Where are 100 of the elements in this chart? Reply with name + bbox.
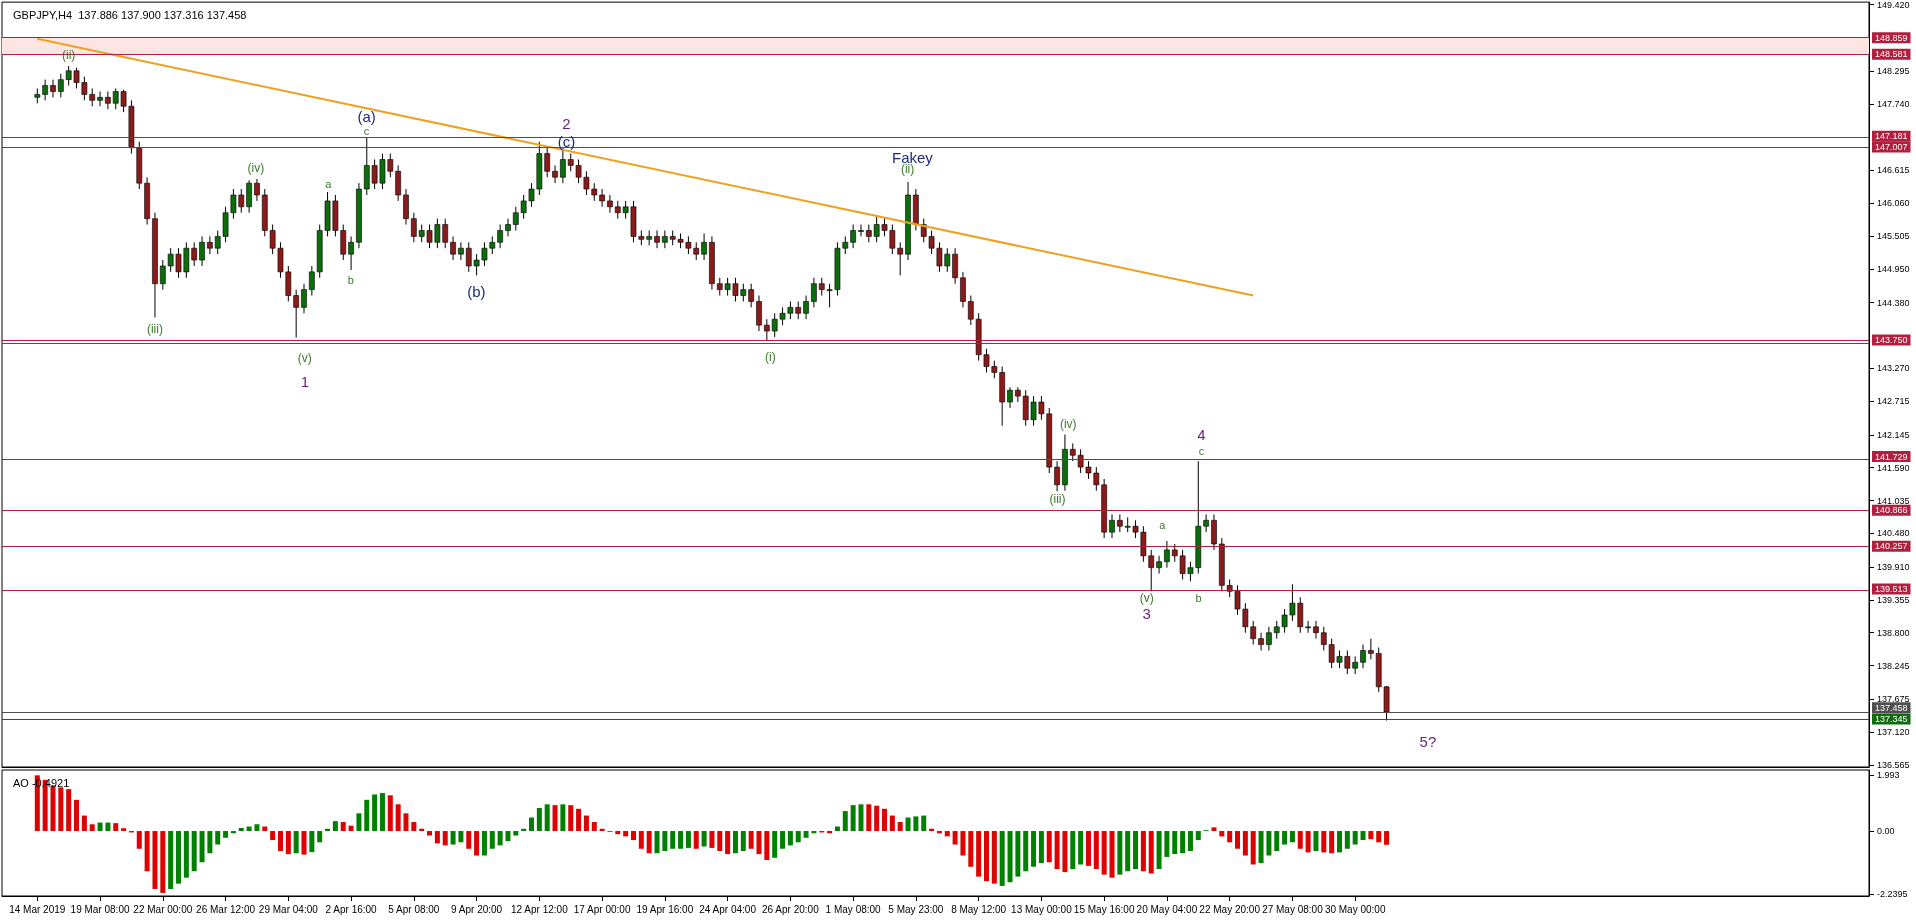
bar [113,823,119,832]
bar [866,804,872,832]
bar [693,831,699,849]
annotation: 4 [1197,425,1206,443]
bar [152,831,158,889]
bar [732,831,738,854]
y-tick-label: 138.245 [1877,660,1910,671]
bar [599,828,605,832]
bar [1211,827,1217,832]
y-tick-label: 142.145 [1877,429,1910,440]
bar [1156,831,1162,869]
x-tick-label: 17 Apr 00:00 [573,903,631,915]
candlestick [1266,626,1272,651]
bar [1321,831,1327,853]
ref-line-label: 141.729 [1875,451,1908,462]
bar [136,831,142,849]
bar [701,831,707,847]
bar [521,828,527,832]
bar [1242,831,1248,856]
bar [434,831,440,844]
x-tick-label: 13 May 00:00 [1011,903,1073,915]
bar [991,831,997,884]
bar [1235,831,1241,849]
candlestick [497,224,503,249]
candlestick [505,218,511,237]
bar [238,827,244,832]
bar [1133,831,1139,869]
bar [976,831,982,877]
x-tick-label: 22 May 20:00 [1199,903,1261,915]
bar [277,831,283,851]
bar [1352,831,1358,845]
candlestick [246,179,252,214]
bar [960,831,966,856]
candlestick [1258,632,1264,651]
bar [1195,831,1201,841]
x-tick-label: 26 Apr 20:00 [762,903,820,915]
bar [646,831,652,854]
candlestick [403,188,409,226]
bar [913,816,919,832]
annotation: c [1198,445,1205,457]
annotation: (b) [467,282,486,300]
bar [1384,831,1390,845]
bar [748,831,754,849]
bar [740,831,746,851]
candlestick [654,229,660,249]
bar [1376,831,1382,843]
y-tick-label: 146.615 [1877,165,1910,176]
candlestick [1156,555,1162,575]
bar [1297,831,1303,849]
bar [1046,831,1052,863]
bar [1093,831,1099,869]
candlestick [450,235,456,261]
ref-line-label: 143.750 [1875,334,1908,345]
y-tick-label: 147.740 [1877,98,1910,109]
bar [81,815,87,832]
bar [1038,831,1044,864]
annotation: (a) [357,107,376,125]
bar [332,821,338,832]
bar [725,831,731,855]
ref-line-label: 147.007 [1875,142,1908,153]
bar [685,831,691,848]
candlestick [1305,620,1311,634]
annotation: (c) [557,132,576,150]
bar [795,831,801,843]
bar [489,831,495,849]
bar [756,831,762,855]
y-tick-label: 142.715 [1877,396,1910,407]
ref-line-label: 137.458 [1875,702,1908,713]
x-tick-label: 2 Apr 16:00 [325,903,378,915]
x-tick-label: 26 Mar 12:00 [196,903,256,915]
bar [1023,831,1029,872]
bar [952,831,958,845]
bar [1360,831,1366,841]
bar [176,831,181,884]
candlestick [811,277,817,308]
bar [1250,831,1256,865]
bar [199,831,205,863]
bar [466,831,472,849]
bar [207,831,213,854]
annotation: (iv) [247,161,265,175]
candlestick [1368,638,1374,660]
y-tick-label: 137.675 [1877,694,1910,705]
candlestick [254,178,260,202]
bar [803,831,809,838]
candlestick [599,188,605,208]
bar [638,831,644,849]
bar [1109,831,1115,878]
y-tick-label: 139.355 [1877,594,1910,605]
bar [1282,831,1288,845]
candlestick [803,295,809,320]
bar [670,831,676,849]
x-tick-label: 8 May 12:00 [951,903,1007,915]
candlestick [97,90,103,107]
bar [450,831,456,845]
x-tick-label: 9 Apr 20:00 [451,903,503,915]
bar [858,804,864,832]
x-tick-label: 1 May 08:00 [825,903,882,915]
candlestick [1015,386,1021,403]
text: GBPJPY,H4 137.886 137.900 137.316 137.458 [13,8,247,21]
y-tick-label: 145.505 [1877,231,1910,242]
